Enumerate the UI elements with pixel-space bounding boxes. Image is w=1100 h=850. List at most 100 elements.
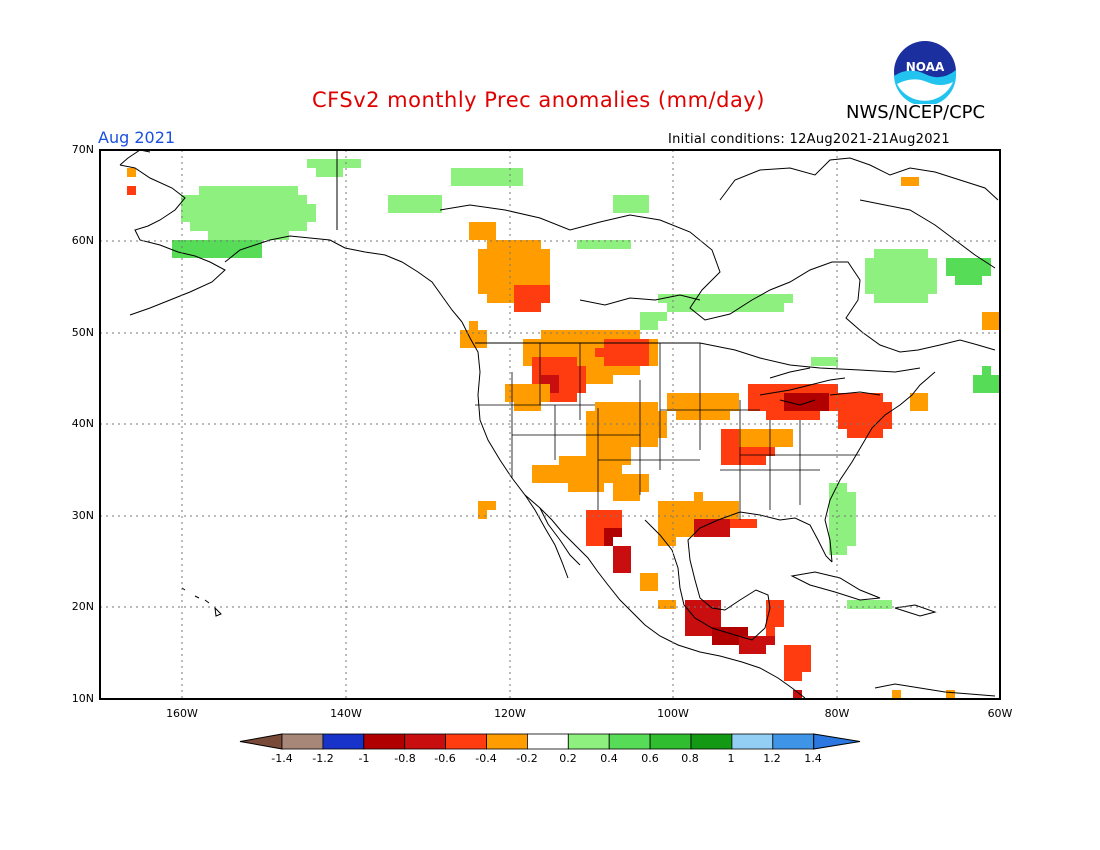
anomaly-cell — [514, 177, 523, 186]
anomaly-cell — [532, 267, 541, 276]
anomaly-cell — [415, 204, 424, 213]
anomaly-cell — [568, 393, 577, 402]
colorbar-swatch — [690, 733, 733, 750]
anomaly-cell — [694, 402, 703, 411]
anomaly-cell — [586, 438, 595, 447]
anomaly-cell — [190, 240, 199, 249]
colorbar-swatch — [322, 733, 365, 750]
anomaly-cell — [658, 537, 667, 546]
anomaly-cell — [775, 411, 784, 420]
anomaly-cell — [532, 465, 541, 474]
colorbar-arrow-low — [239, 733, 283, 750]
anomaly-cell — [478, 231, 487, 240]
anomaly-cell — [649, 429, 658, 438]
anomaly-cell — [604, 411, 613, 420]
anomaly-cell — [460, 330, 469, 339]
anomaly-cell — [559, 366, 568, 375]
anomaly-cell — [226, 186, 235, 195]
anomaly-cell — [910, 294, 919, 303]
anomaly-cell — [613, 555, 622, 564]
anomaly-cell — [226, 195, 235, 204]
anomaly-cell — [775, 438, 784, 447]
anomaly-cell — [784, 438, 793, 447]
colorbar-label: 1.2 — [763, 752, 781, 765]
anomaly-cell — [847, 501, 856, 510]
anomaly-cell — [280, 195, 289, 204]
logo-text: NOAA — [906, 60, 945, 74]
anomaly-cell — [550, 348, 559, 357]
anomaly-cell — [604, 510, 613, 519]
anomaly-cell — [496, 240, 505, 249]
anomaly-cell — [217, 249, 226, 258]
anomaly-cell — [622, 402, 631, 411]
anomaly-cell — [973, 276, 982, 285]
colorbar-swatch — [486, 733, 528, 750]
anomaly-cell — [226, 213, 235, 222]
anomaly-cell — [721, 438, 730, 447]
anomaly-cell — [523, 276, 532, 285]
anomaly-cell — [235, 186, 244, 195]
anomaly-cell — [604, 474, 613, 483]
anomaly-cell — [811, 357, 820, 366]
anomaly-cell — [667, 393, 676, 402]
anomaly-cell — [514, 285, 523, 294]
anomaly-cell — [262, 213, 271, 222]
anomaly-cell — [721, 636, 730, 645]
anomaly-cell — [217, 204, 226, 213]
anomaly-cell — [739, 627, 748, 636]
anomaly-cell — [568, 366, 577, 375]
anomaly-cell — [874, 600, 883, 609]
anomaly-cell — [586, 537, 595, 546]
anomaly-cell — [676, 501, 685, 510]
anomaly-cell — [640, 573, 649, 582]
anomaly-cell — [703, 510, 712, 519]
anomaly-cell — [550, 366, 559, 375]
anomaly-cell — [244, 204, 253, 213]
anomaly-cell — [640, 438, 649, 447]
anomaly-cell — [604, 537, 613, 546]
anomaly-cell — [685, 501, 694, 510]
anomaly-cell — [307, 204, 316, 213]
anomaly-cell — [685, 303, 694, 312]
anomaly-cell — [523, 348, 532, 357]
anomaly-cell — [685, 393, 694, 402]
colorbar-label: 0.6 — [641, 752, 659, 765]
anomaly-cell — [190, 222, 199, 231]
anomaly-cell — [577, 357, 586, 366]
anomaly-cell — [919, 276, 928, 285]
anomaly-cell — [541, 375, 550, 384]
anomaly-cell — [541, 276, 550, 285]
anomaly-cell — [730, 438, 739, 447]
anomaly-cell — [640, 357, 649, 366]
anomaly-cell — [883, 267, 892, 276]
anomaly-cell — [757, 447, 766, 456]
anomaly-cell — [712, 402, 721, 411]
lon-label-80w: 80W — [824, 707, 850, 720]
anomaly-cell — [892, 690, 901, 699]
anomaly-cell — [874, 402, 883, 411]
anomaly-cell — [253, 222, 262, 231]
anomaly-cell — [928, 267, 937, 276]
anomaly-cell — [847, 510, 856, 519]
anomaly-cell — [667, 600, 676, 609]
lon-label-160w: 160W — [166, 707, 198, 720]
anomaly-cell — [559, 348, 568, 357]
anomaly-cell — [541, 267, 550, 276]
anomaly-cell — [676, 519, 685, 528]
anomaly-cell — [199, 186, 208, 195]
anomaly-cell — [613, 564, 622, 573]
anomaly-cell — [667, 537, 676, 546]
anomaly-cell — [253, 195, 262, 204]
anomaly-cell — [622, 456, 631, 465]
anomaly-cell — [226, 231, 235, 240]
anomaly-cell — [856, 420, 865, 429]
anomaly-cell — [550, 357, 559, 366]
anomaly-cell — [541, 330, 550, 339]
anomaly-cell — [577, 456, 586, 465]
anomaly-cell — [712, 411, 721, 420]
anomaly-cell — [280, 186, 289, 195]
anomaly-cell — [865, 258, 874, 267]
anomaly-cell — [541, 465, 550, 474]
anomaly-cell — [829, 537, 838, 546]
anomaly-cell — [631, 492, 640, 501]
